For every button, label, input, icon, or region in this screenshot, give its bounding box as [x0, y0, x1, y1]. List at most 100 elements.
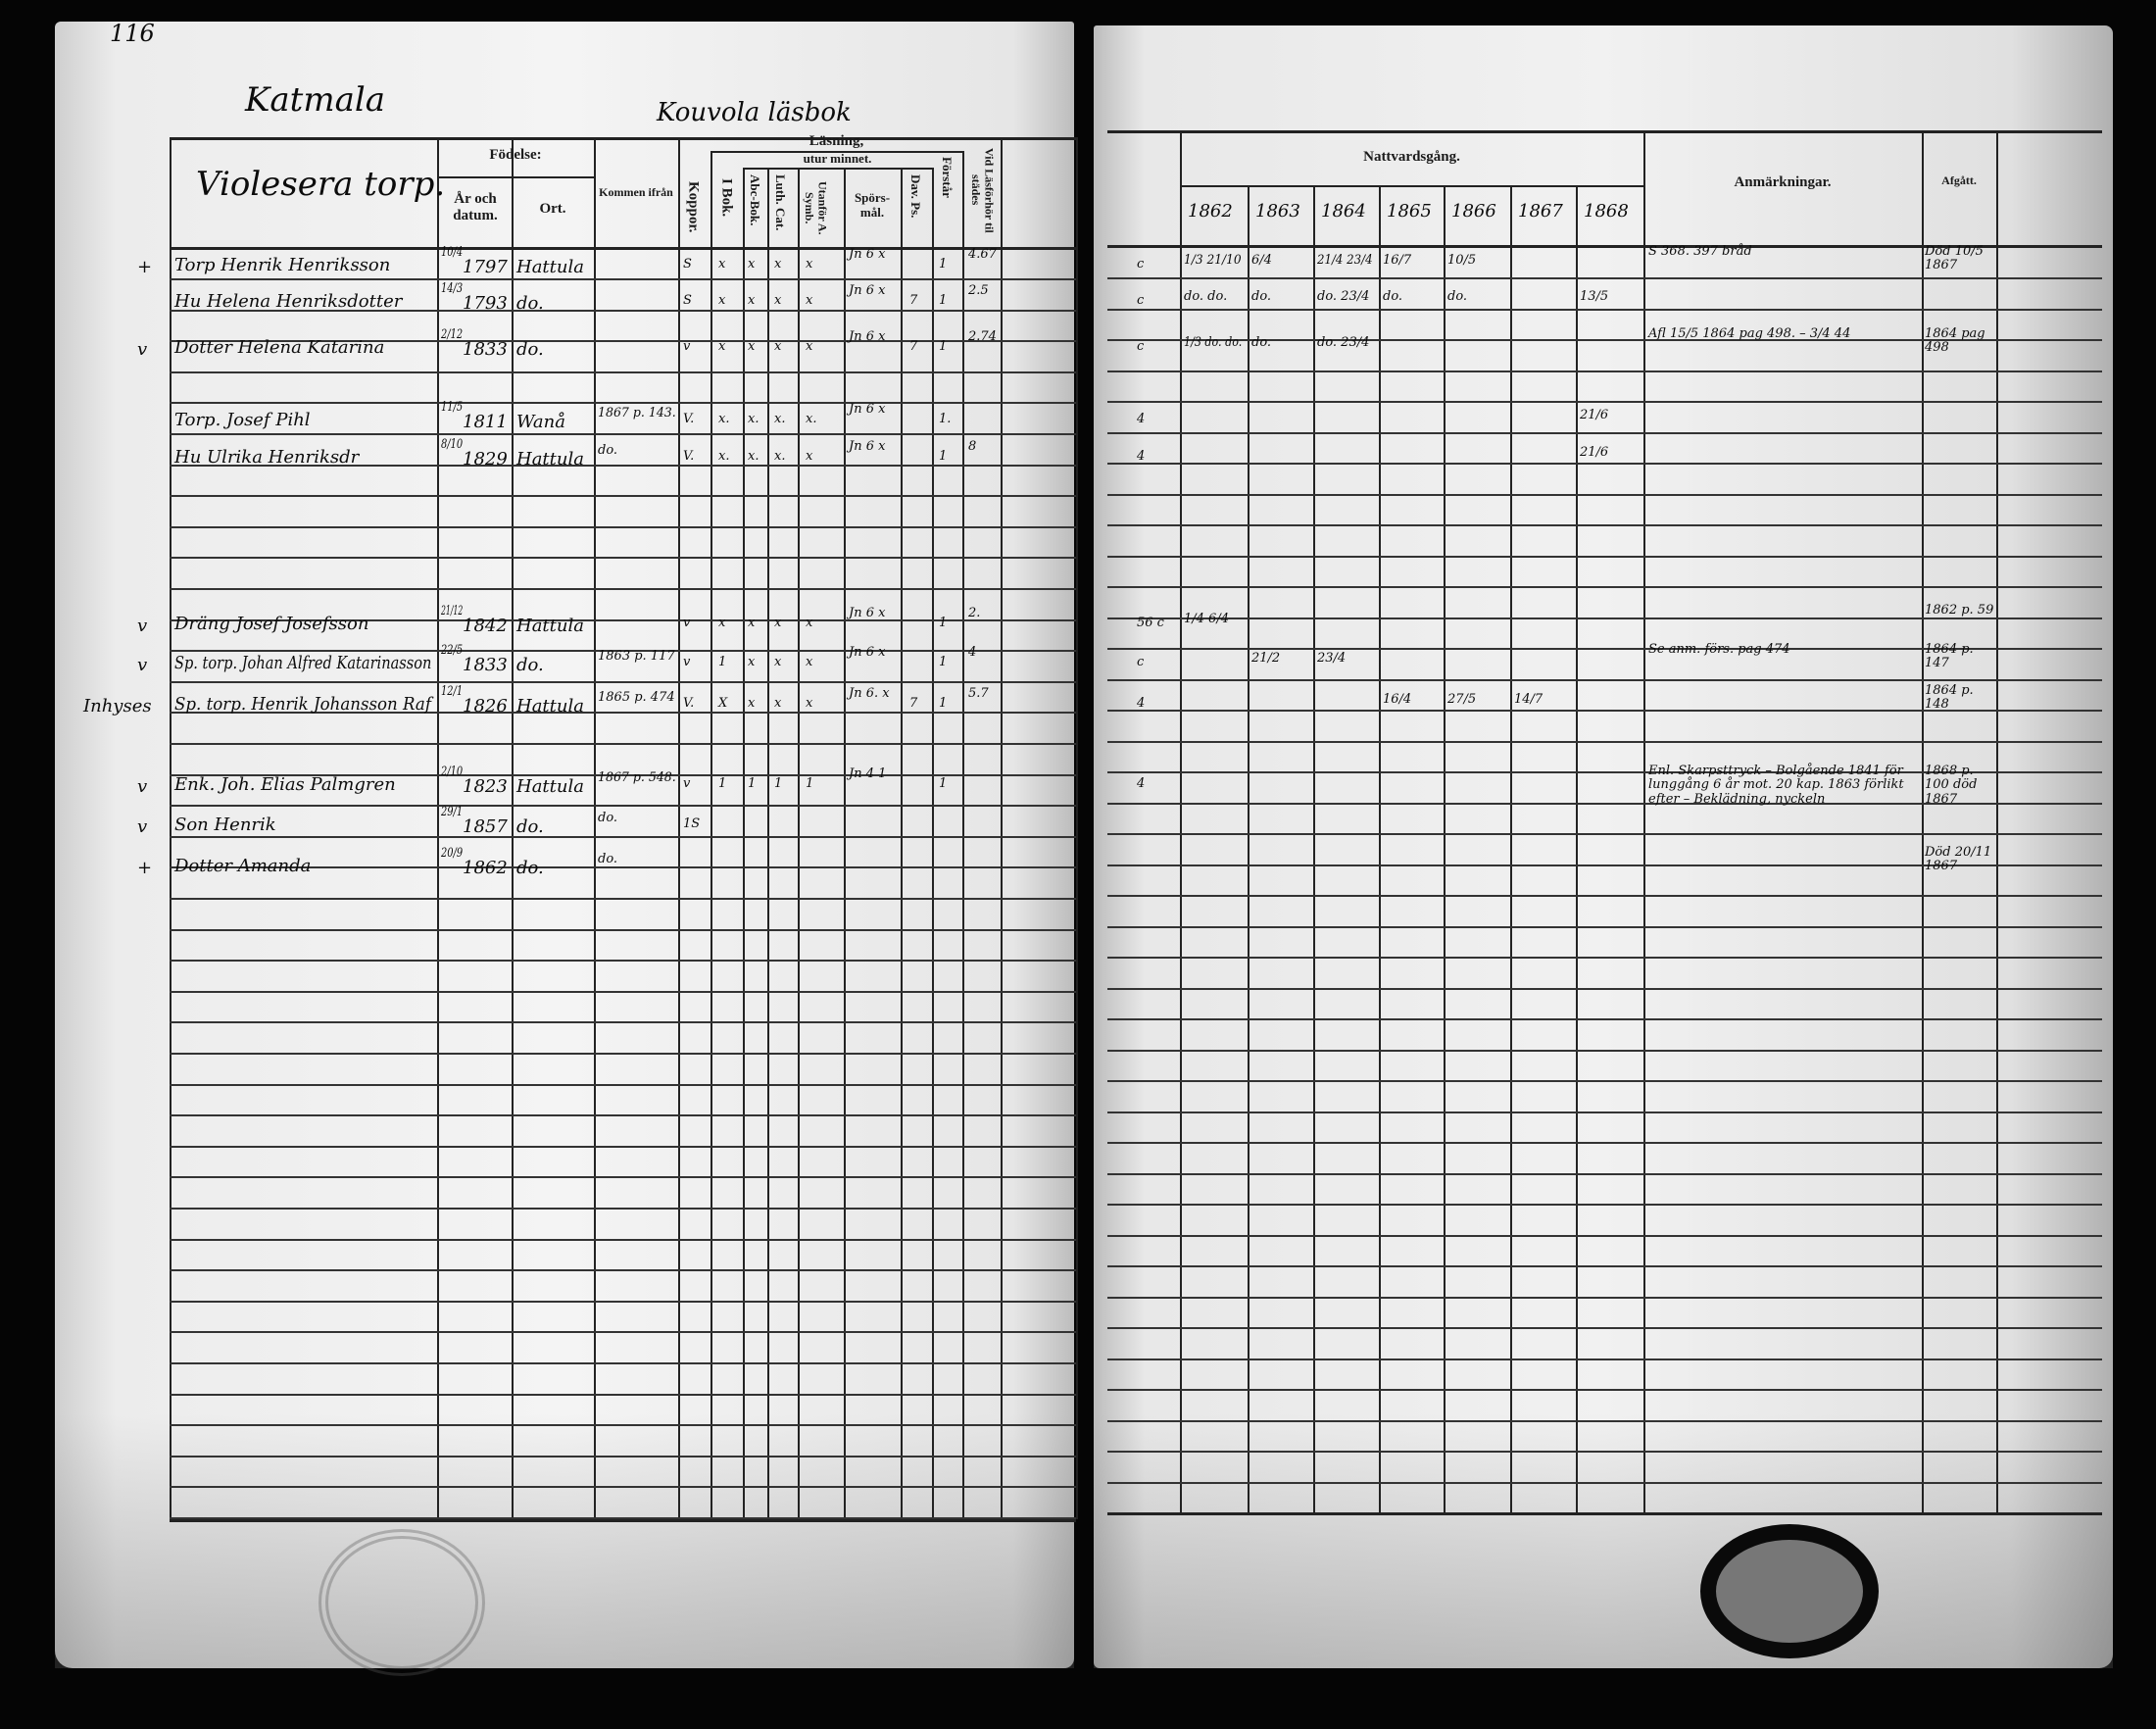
ruling-line — [1107, 1482, 2102, 1484]
departed: 1864 pag 498 — [1925, 326, 1985, 356]
ruling-line — [1076, 137, 1078, 1519]
reading-abc: x — [748, 696, 756, 711]
moved-from: do. — [598, 811, 618, 825]
person-name: Hu Helena Henriksdotter — [174, 291, 403, 312]
ruling-line — [1107, 1204, 2102, 1206]
row-mark: + — [137, 257, 153, 277]
communion-prefix: c — [1137, 655, 1145, 669]
birth-year: 1826 — [463, 696, 508, 716]
header-utur-minnet: utur minnet. — [803, 151, 872, 166]
page-number: 116 — [110, 20, 155, 47]
ruling-line — [170, 1114, 1076, 1116]
reading-spors: Jn 6 x — [849, 283, 886, 298]
reading-vid: 2.5 — [968, 283, 989, 298]
moved-from: 1863 p. 117 — [598, 649, 675, 664]
birth-place: do. — [516, 293, 544, 314]
ruling-line — [1107, 339, 2102, 341]
reading-utan: x — [806, 655, 813, 669]
birth-year: 1857 — [463, 816, 508, 837]
ruling-line — [170, 588, 1076, 590]
page-stain — [55, 1413, 1074, 1668]
reading-vid: 4 — [968, 645, 977, 660]
reading-luth: x. — [774, 449, 786, 464]
birth-year: 1833 — [463, 339, 508, 360]
ruling-line — [170, 991, 1076, 993]
ruling-line — [1107, 1235, 2102, 1237]
moved-from: 1867 p. 143. — [598, 406, 676, 420]
communion-date: 21/2 — [1251, 651, 1281, 666]
reading-kopp: v — [683, 339, 691, 354]
ruling-line — [170, 1486, 1076, 1488]
communion-date: 13/5 — [1580, 289, 1609, 304]
ruling-line — [1107, 864, 2102, 866]
person-name: Torp Henrik Henriksson — [174, 255, 391, 275]
ruling-line — [1107, 524, 2102, 526]
ruling-line — [1313, 185, 1315, 1512]
header-ar-datum: År och datum. — [453, 191, 498, 224]
reading-bok1: x — [718, 339, 726, 354]
farm-name: Violesera torp. — [196, 165, 446, 204]
archive-stamp — [318, 1529, 485, 1676]
ruling-line — [1107, 833, 2102, 835]
header-ort: Ort. — [539, 201, 566, 217]
ruling-line — [170, 960, 1076, 962]
header-forst: Förstår — [939, 157, 955, 198]
ruling-line — [170, 836, 1076, 838]
ruling-line — [901, 168, 903, 1519]
birth-year: 1842 — [463, 616, 508, 636]
ruling-line — [170, 310, 1076, 312]
row-mark: v — [137, 655, 148, 675]
reading-bok1: 1 — [718, 776, 727, 791]
reading-luth: x — [774, 655, 782, 669]
ruling-line — [170, 1424, 1076, 1426]
header-anmarkningar: Anmärkningar. — [1734, 174, 1832, 190]
year-header: 1868 — [1584, 201, 1629, 222]
ruling-line — [1107, 895, 2102, 897]
ruling-line — [1107, 1050, 2102, 1052]
ruling-line — [743, 168, 932, 170]
birth-date: 22/5 — [441, 643, 464, 658]
communion-date: do. — [1251, 289, 1272, 304]
reading-forst: 1 — [939, 696, 948, 711]
ruling-line — [170, 619, 1076, 621]
header-lasning: Läsning, — [808, 133, 864, 149]
header-kommen-fran: Kommen ifrån — [599, 185, 673, 199]
row-mark: v — [137, 616, 148, 636]
communion-date: 1/3 21/10 — [1184, 253, 1242, 268]
reading-spors: Jn 6 x — [849, 606, 886, 620]
reading-forst: 1 — [939, 776, 948, 791]
reading-kopp: V. — [683, 449, 695, 464]
year-header: 1867 — [1518, 201, 1563, 222]
ruling-line — [170, 433, 1076, 435]
library-stamp — [1700, 1524, 1879, 1658]
birth-place: Hattula — [516, 449, 584, 469]
reading-dav: 7 — [909, 339, 918, 354]
ruling-line — [743, 168, 745, 1519]
ruling-line — [1107, 771, 2102, 773]
reading-bok1: x. — [718, 449, 730, 464]
reading-forst: 1 — [939, 339, 948, 354]
birth-date: 2/10 — [441, 765, 464, 779]
birth-place: Hattula — [516, 776, 584, 797]
ruling-line — [170, 1084, 1076, 1086]
ruling-line — [1107, 1018, 2102, 1020]
ruling-line — [1576, 185, 1578, 1512]
header-afgatt: Afgått. — [1941, 173, 1977, 187]
ruling-line — [1107, 245, 2102, 248]
village-name: Kouvola läsbok — [657, 98, 852, 127]
ruling-line — [170, 1146, 1076, 1148]
page-stain — [1094, 1413, 2113, 1668]
reading-luth: x — [774, 293, 782, 308]
row-mark: v — [137, 776, 148, 797]
ruling-line — [1180, 130, 1182, 1512]
ruling-line — [798, 168, 800, 1519]
reading-bok1: x — [718, 293, 726, 308]
ruling-line — [170, 557, 1076, 559]
ruling-line — [170, 1331, 1076, 1333]
birth-place: do. — [516, 816, 544, 837]
communion-prefix: c — [1137, 257, 1145, 272]
communion-prefix: 56 c — [1137, 616, 1164, 630]
reading-luth: x — [774, 696, 782, 711]
header-bok1: I Bok. — [718, 178, 735, 218]
reading-spors: Jn 4 1 — [849, 766, 887, 781]
